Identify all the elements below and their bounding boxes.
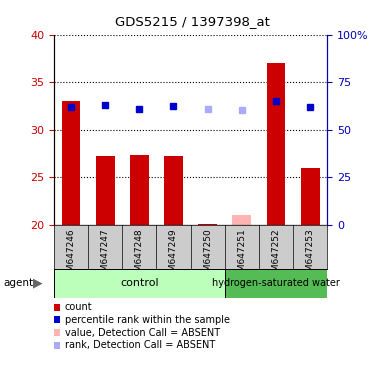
Text: GSM647250: GSM647250 <box>203 228 212 283</box>
Bar <box>233 215 251 225</box>
Text: hydrogen-saturated water: hydrogen-saturated water <box>212 278 340 288</box>
Text: agent: agent <box>4 278 34 288</box>
Text: GSM647253: GSM647253 <box>306 228 315 283</box>
Text: GDS5215 / 1397398_at: GDS5215 / 1397398_at <box>115 15 270 28</box>
Text: count: count <box>65 302 92 312</box>
Text: GSM647252: GSM647252 <box>271 228 281 283</box>
Bar <box>62 101 80 225</box>
Bar <box>266 63 285 225</box>
Bar <box>54 269 225 298</box>
Text: GSM647246: GSM647246 <box>67 228 75 283</box>
Bar <box>198 224 217 225</box>
Text: GSM647251: GSM647251 <box>237 228 246 283</box>
Text: value, Detection Call = ABSENT: value, Detection Call = ABSENT <box>65 328 220 338</box>
Bar <box>225 269 327 298</box>
Text: GSM647249: GSM647249 <box>169 228 178 283</box>
Text: percentile rank within the sample: percentile rank within the sample <box>65 315 230 325</box>
Bar <box>164 156 183 225</box>
Text: GSM647248: GSM647248 <box>135 228 144 283</box>
Text: control: control <box>120 278 159 288</box>
Bar <box>301 168 320 225</box>
Text: ▶: ▶ <box>33 276 42 290</box>
Text: rank, Detection Call = ABSENT: rank, Detection Call = ABSENT <box>65 340 215 350</box>
Bar <box>96 156 115 225</box>
Bar <box>130 155 149 225</box>
Text: GSM647247: GSM647247 <box>100 228 110 283</box>
